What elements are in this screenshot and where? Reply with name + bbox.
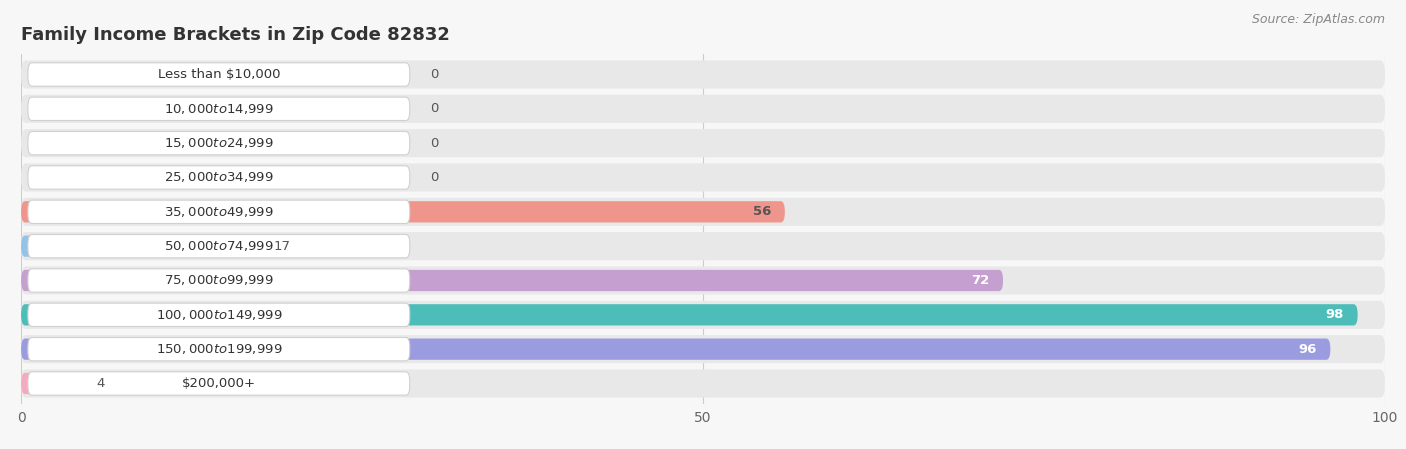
FancyBboxPatch shape (21, 236, 253, 257)
FancyBboxPatch shape (21, 270, 1002, 291)
Text: 56: 56 (752, 205, 772, 218)
FancyBboxPatch shape (21, 129, 1385, 157)
FancyBboxPatch shape (28, 200, 409, 224)
FancyBboxPatch shape (21, 61, 1385, 88)
Text: 96: 96 (1298, 343, 1317, 356)
FancyBboxPatch shape (21, 201, 785, 222)
FancyBboxPatch shape (21, 335, 1385, 363)
FancyBboxPatch shape (28, 372, 409, 395)
FancyBboxPatch shape (28, 338, 409, 361)
Text: 0: 0 (430, 68, 439, 81)
Text: 0: 0 (430, 102, 439, 115)
FancyBboxPatch shape (28, 97, 409, 120)
FancyBboxPatch shape (21, 373, 76, 394)
Text: $50,000 to $74,999: $50,000 to $74,999 (165, 239, 274, 253)
Text: 0: 0 (430, 171, 439, 184)
FancyBboxPatch shape (21, 95, 1385, 123)
Text: 98: 98 (1326, 308, 1344, 321)
FancyBboxPatch shape (21, 198, 1385, 226)
Text: 4: 4 (96, 377, 104, 390)
Text: Source: ZipAtlas.com: Source: ZipAtlas.com (1251, 13, 1385, 26)
Text: $10,000 to $14,999: $10,000 to $14,999 (165, 102, 274, 116)
FancyBboxPatch shape (28, 269, 409, 292)
Text: 72: 72 (972, 274, 990, 287)
FancyBboxPatch shape (28, 132, 409, 155)
FancyBboxPatch shape (28, 63, 409, 86)
FancyBboxPatch shape (21, 266, 1385, 295)
Text: Less than $10,000: Less than $10,000 (157, 68, 280, 81)
Text: $150,000 to $199,999: $150,000 to $199,999 (156, 342, 283, 356)
Text: $15,000 to $24,999: $15,000 to $24,999 (165, 136, 274, 150)
FancyBboxPatch shape (28, 234, 409, 258)
Text: $200,000+: $200,000+ (181, 377, 256, 390)
FancyBboxPatch shape (21, 163, 1385, 192)
Text: 0: 0 (430, 136, 439, 150)
FancyBboxPatch shape (21, 304, 1358, 326)
FancyBboxPatch shape (28, 303, 409, 326)
FancyBboxPatch shape (21, 370, 1385, 397)
FancyBboxPatch shape (21, 232, 1385, 260)
Text: 17: 17 (273, 240, 291, 253)
Text: $25,000 to $34,999: $25,000 to $34,999 (165, 171, 274, 185)
FancyBboxPatch shape (21, 339, 1330, 360)
FancyBboxPatch shape (21, 301, 1385, 329)
Text: $100,000 to $149,999: $100,000 to $149,999 (156, 308, 283, 322)
Text: $75,000 to $99,999: $75,000 to $99,999 (165, 273, 274, 287)
Text: $35,000 to $49,999: $35,000 to $49,999 (165, 205, 274, 219)
Text: Family Income Brackets in Zip Code 82832: Family Income Brackets in Zip Code 82832 (21, 26, 450, 44)
FancyBboxPatch shape (28, 166, 409, 189)
